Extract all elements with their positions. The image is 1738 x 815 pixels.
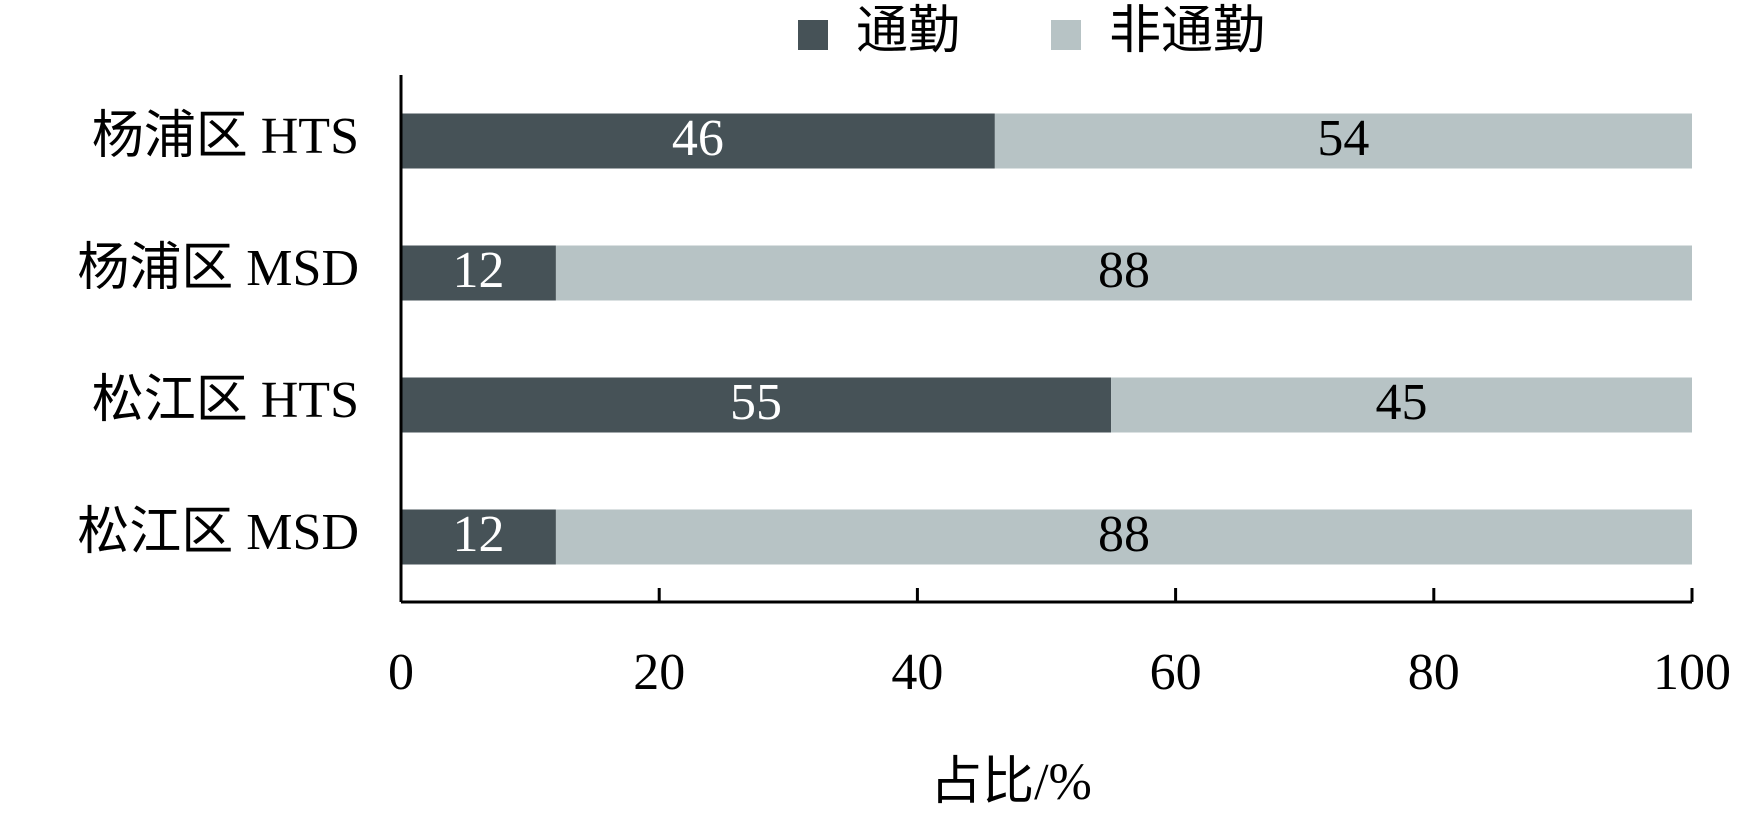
x-axis-label: 占比/% bbox=[930, 754, 1092, 811]
bar-segment bbox=[401, 509, 556, 565]
x-tick-label: 100 bbox=[1653, 644, 1731, 701]
bar-segment bbox=[1111, 377, 1692, 433]
data-label: 88 bbox=[1098, 242, 1150, 299]
x-tick-label: 0 bbox=[388, 644, 414, 701]
data-label: 45 bbox=[1376, 374, 1428, 431]
bar-segment bbox=[401, 377, 1112, 433]
data-label: 55 bbox=[730, 374, 782, 431]
data-label: 12 bbox=[452, 242, 504, 299]
legend-label: 通勤 bbox=[856, 3, 960, 60]
data-label: 88 bbox=[1098, 506, 1150, 563]
y-tick-label: 松江区 HTS bbox=[92, 372, 359, 429]
y-tick-label: 杨浦区 HTS bbox=[92, 108, 359, 165]
bar-segment bbox=[555, 245, 1693, 301]
data-label: 54 bbox=[1317, 110, 1369, 167]
bar-segment bbox=[555, 509, 1693, 565]
x-tick-label: 40 bbox=[891, 644, 943, 701]
legend-swatch bbox=[1051, 20, 1081, 50]
bar-segment bbox=[401, 113, 995, 169]
legend-label: 非通勤 bbox=[1109, 3, 1265, 60]
x-tick-label: 60 bbox=[1150, 644, 1202, 701]
data-label: 12 bbox=[452, 506, 504, 563]
data-label: 46 bbox=[672, 110, 724, 167]
x-tick-label: 80 bbox=[1408, 644, 1460, 701]
bar-segment bbox=[994, 113, 1692, 169]
x-tick-label: 20 bbox=[633, 644, 685, 701]
bar-segment bbox=[401, 245, 556, 301]
y-tick-label: 杨浦区 MSD bbox=[77, 240, 359, 297]
legend-swatch bbox=[798, 20, 828, 50]
y-tick-label: 松江区 MSD bbox=[77, 504, 359, 561]
